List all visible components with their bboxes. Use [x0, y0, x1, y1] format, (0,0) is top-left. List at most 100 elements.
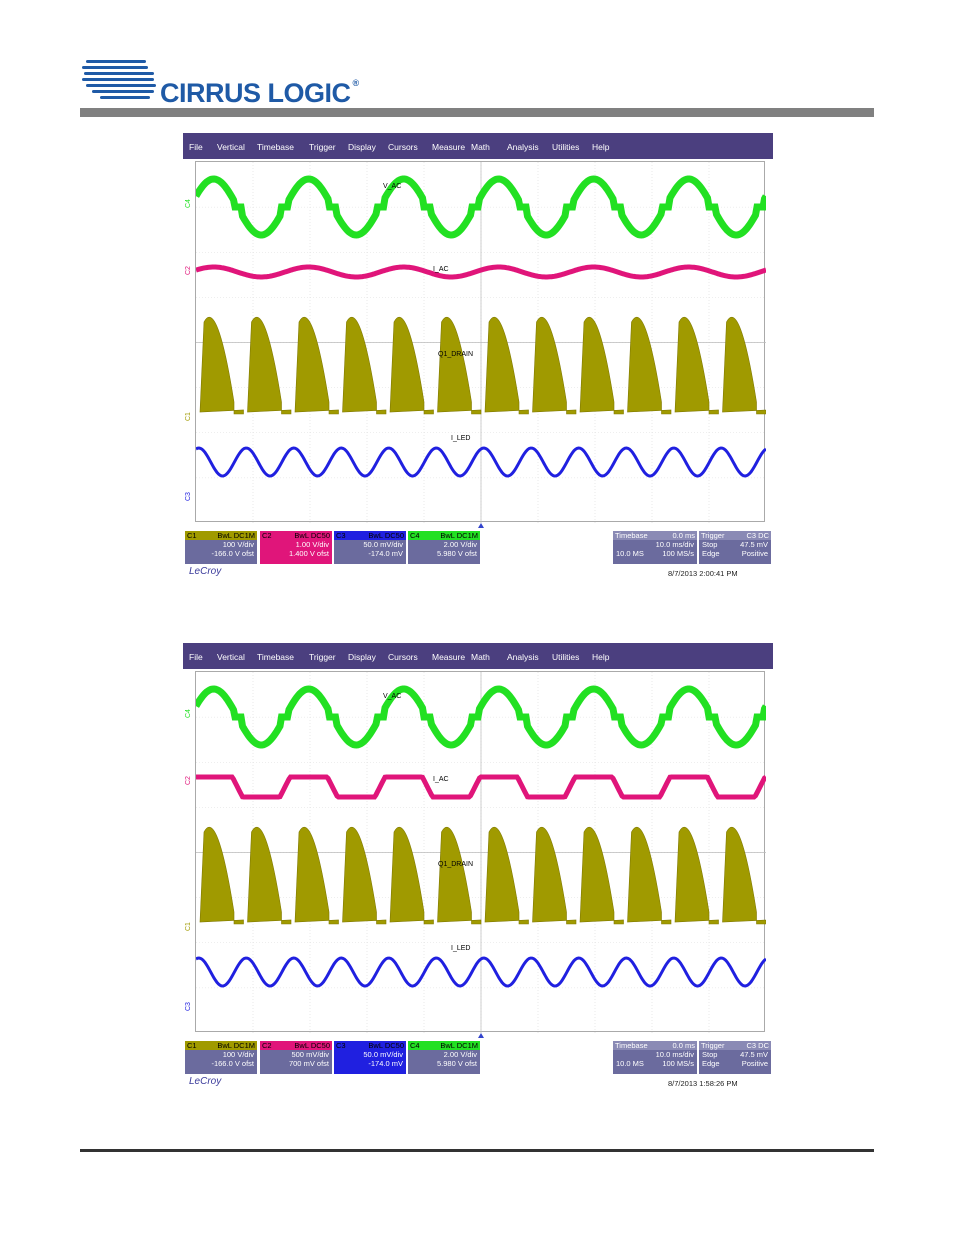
timebase-rate: 100 MS/s	[662, 1059, 694, 1068]
channel-scale: 100 V/div	[222, 1050, 254, 1059]
channel-marker-c1: C1	[185, 412, 192, 421]
trace-i-ac	[196, 774, 766, 800]
trigger-type: Edge	[702, 1059, 720, 1068]
channel-marker-c3: C3	[185, 492, 192, 501]
channel-scale: 50.0 mV/div	[363, 1050, 403, 1059]
trigger-type: Edge	[702, 549, 720, 558]
trace-q1-drain-pulse	[722, 826, 766, 925]
menu-math[interactable]: Math	[471, 142, 490, 152]
waveform-display	[195, 161, 766, 523]
channel-coupling: BwL DC50	[368, 1041, 404, 1050]
menu-cursors[interactable]: Cursors	[388, 652, 418, 662]
channel-box-c2[interactable]: C2 BwL DC50 500 mV/div 700 mV ofst	[260, 1041, 332, 1074]
menu-display[interactable]: Display	[348, 142, 376, 152]
channel-marker-c1: C1	[185, 922, 192, 931]
trace-q1-drain-pulse	[294, 316, 339, 415]
menu-vertical[interactable]: Vertical	[217, 652, 245, 662]
channel-box-c4[interactable]: C4 BwL DC1M 2.00 V/div 5.980 V ofst	[408, 1041, 480, 1074]
menu-vertical[interactable]: Vertical	[217, 142, 245, 152]
menu-file[interactable]: File	[189, 652, 203, 662]
trace-q1-drain-pulse	[579, 826, 624, 925]
menu-analysis[interactable]: Analysis	[507, 652, 539, 662]
timebase-box[interactable]: Timebase 0.0 ms 10.0 ms/div 10.0 MS 100 MS/s	[613, 1041, 697, 1074]
annotation-d: Q1_DRAIN	[438, 861, 474, 868]
trigger-box[interactable]: Trigger C3 DC Stop 47.5 mV Edge Positive	[699, 531, 771, 564]
channel-box-c3[interactable]: C3 BwL DC50 50.0 mV/div -174.0 mV	[334, 531, 406, 564]
menu-timebase[interactable]: Timebase	[257, 142, 295, 152]
trace-q1-drain-pulse	[627, 826, 672, 925]
menu-math[interactable]: Math	[471, 652, 490, 662]
timebase-label: Timebase	[615, 531, 648, 540]
trace-v-ac	[196, 685, 766, 749]
channel-offset: 5.980 V ofst	[436, 549, 477, 558]
menu-timebase[interactable]: Timebase	[257, 652, 295, 662]
trace-q1-drain-pulse	[437, 316, 482, 415]
trace-q1-drain-pulse	[532, 316, 577, 415]
trace-q1-drain-pulse	[674, 826, 719, 925]
menu-analysis[interactable]: Analysis	[507, 142, 539, 152]
trigger-mode: Stop	[702, 540, 718, 549]
timebase-div: 10.0 ms/div	[655, 540, 694, 549]
channel-coupling: BwL DC1M	[440, 531, 478, 540]
annotation-l: I_LED	[451, 435, 471, 442]
trigger-level: 47.5 mV	[740, 1050, 768, 1059]
trace-q1-drain-pulse	[342, 316, 387, 415]
capture-timestamp: 8/7/2013 1:58:26 PM	[668, 1079, 738, 1088]
timebase-box[interactable]: Timebase 0.0 ms 10.0 ms/div 10.0 MS 100 MS/s	[613, 531, 697, 564]
menu-utilities[interactable]: Utilities	[552, 652, 580, 662]
trace-q1-drain-pulse	[247, 826, 292, 925]
channel-id: C4	[410, 531, 420, 540]
trigger-slope: Positive	[741, 1059, 768, 1068]
channel-marker-c2: C2	[185, 776, 192, 785]
trace-q1-drain-pulse	[199, 316, 244, 415]
channel-coupling: BwL DC50	[368, 531, 404, 540]
menu-file[interactable]: File	[189, 142, 203, 152]
channel-coupling: BwL DC1M	[217, 1041, 255, 1050]
menu-help[interactable]: Help	[592, 142, 610, 152]
channel-id: C3	[336, 1041, 346, 1050]
timebase-div: 10.0 ms/div	[655, 1050, 694, 1059]
channel-box-c1[interactable]: C1 BwL DC1M 100 V/div -166.0 V ofst	[185, 1041, 257, 1074]
trigger-marker	[478, 523, 484, 528]
menu-help[interactable]: Help	[592, 652, 610, 662]
trigger-label: Trigger	[701, 531, 725, 540]
channel-scale: 2.00 V/div	[443, 540, 477, 549]
trace-v-ac	[196, 175, 766, 239]
trace-q1-drain-pulse	[674, 316, 719, 415]
channel-offset: -174.0 mV	[368, 1059, 403, 1068]
trace-q1-drain-pulse	[247, 316, 292, 415]
trigger-slope: Positive	[741, 549, 768, 558]
channel-box-c4[interactable]: C4 BwL DC1M 2.00 V/div 5.980 V ofst	[408, 531, 480, 564]
menu-measure[interactable]: Measure	[432, 652, 466, 662]
trace-q1-drain-pulse	[484, 826, 529, 925]
channel-marker-c4: C4	[185, 709, 192, 718]
menu-trigger[interactable]: Trigger	[309, 652, 336, 662]
channel-box-c2[interactable]: C2 BwL DC50 1.00 V/div 1.400 V ofst	[260, 531, 332, 564]
menu-display[interactable]: Display	[348, 652, 376, 662]
channel-offset: 700 mV ofst	[288, 1059, 329, 1068]
trigger-source: C3 DC	[746, 531, 769, 540]
channel-offset: 5.980 V ofst	[436, 1059, 477, 1068]
trigger-box[interactable]: Trigger C3 DC Stop 47.5 mV Edge Positive	[699, 1041, 771, 1074]
menu-measure[interactable]: Measure	[432, 142, 466, 152]
menu-trigger[interactable]: Trigger	[309, 142, 336, 152]
channel-box-c1[interactable]: C1 BwL DC1M 100 V/div -166.0 V ofst	[185, 531, 257, 564]
channel-scale: 100 V/div	[222, 540, 254, 549]
channel-coupling: BwL DC50	[294, 1041, 330, 1050]
channel-id: C1	[187, 531, 197, 540]
lecroy-logo: LeCroy	[189, 1076, 222, 1087]
menu-utilities[interactable]: Utilities	[552, 142, 580, 152]
timebase-rate: 100 MS/s	[662, 549, 694, 558]
trace-q1-drain-pulse	[389, 316, 434, 415]
timebase-samples: 10.0 MS	[616, 1059, 644, 1068]
channel-marker-c3: C3	[185, 1002, 192, 1011]
menu-bar: File Vertical Timebase Trigger Display Cursor…	[183, 133, 773, 159]
channel-marker-c4: C4	[185, 199, 192, 208]
trace-q1-drain-pulse	[199, 826, 244, 925]
header-rule	[80, 108, 874, 117]
menu-cursors[interactable]: Cursors	[388, 142, 418, 152]
channel-id: C2	[262, 531, 272, 540]
annotation-d: Q1_DRAIN	[438, 351, 474, 358]
channel-box-c3[interactable]: C3 BwL DC50 50.0 mV/div -174.0 mV	[334, 1041, 406, 1074]
trigger-label: Trigger	[701, 1041, 725, 1050]
